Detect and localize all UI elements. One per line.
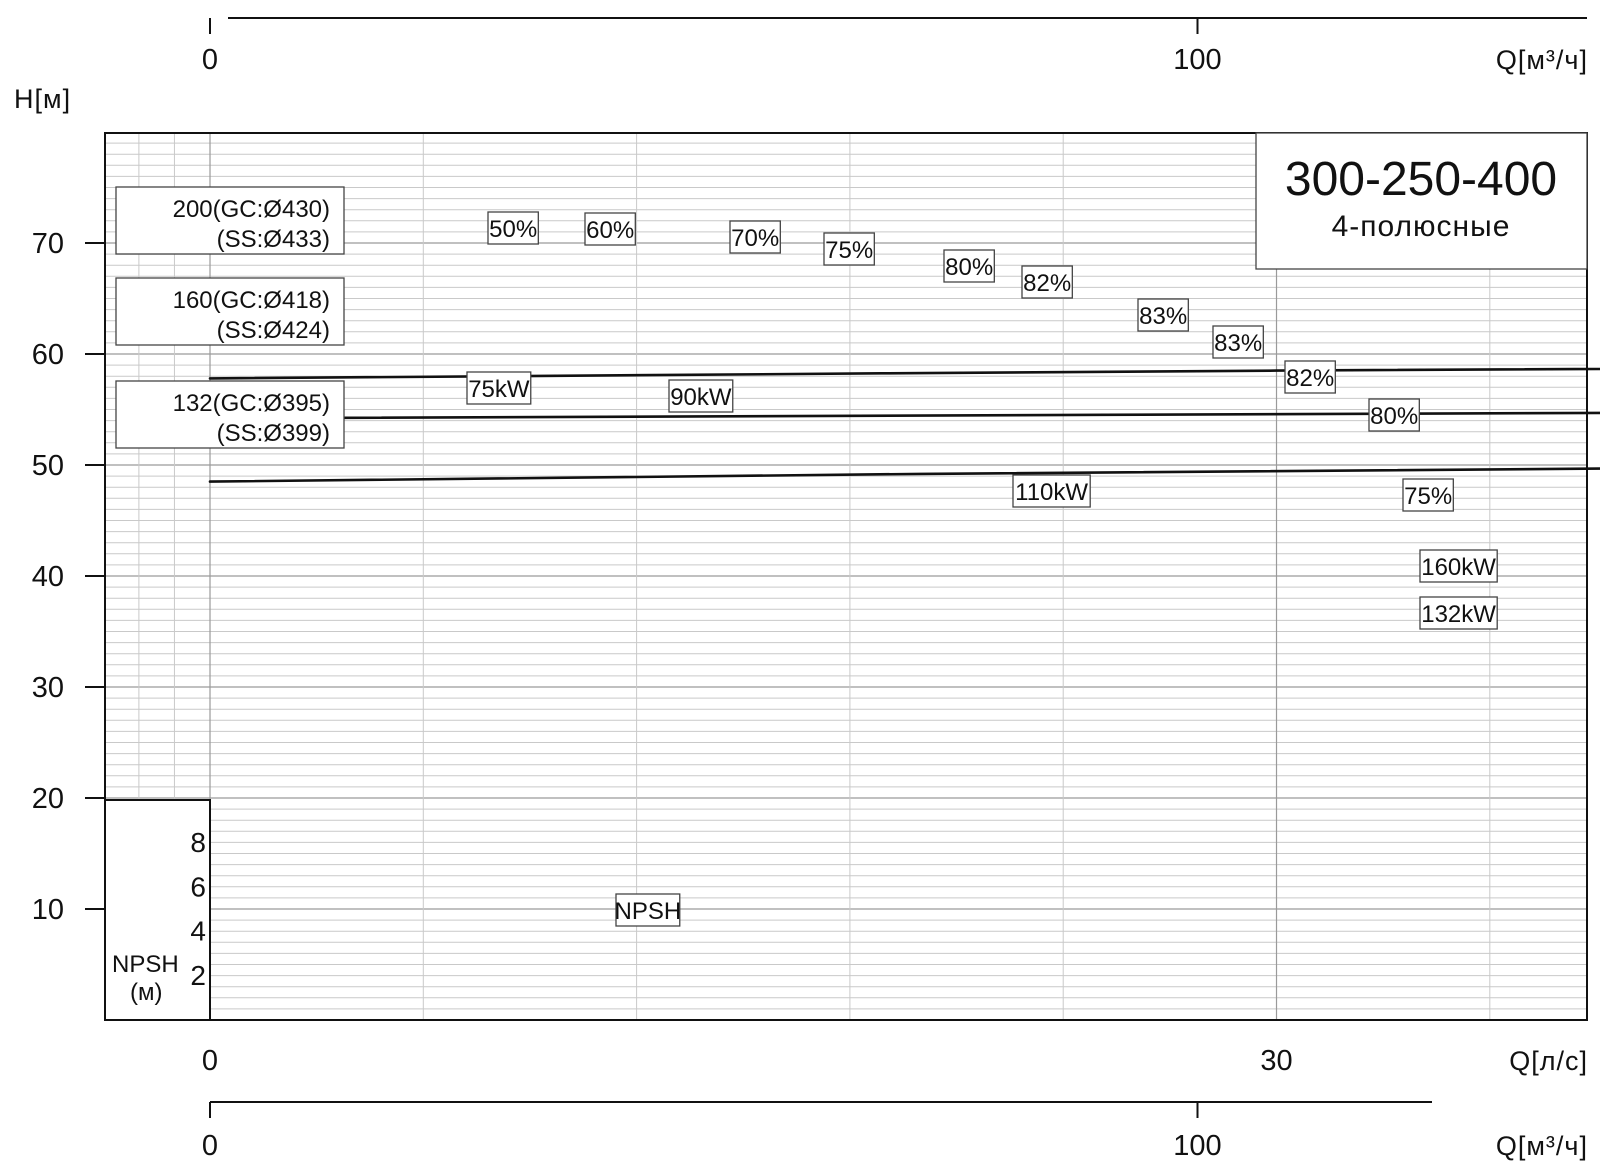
series-line-0 xyxy=(208,367,1600,380)
chart-frame xyxy=(104,132,1588,1021)
y-tick-label: 50 xyxy=(32,450,64,482)
efficiency-label-box xyxy=(1212,325,1264,359)
efficiency-label-box xyxy=(943,249,995,283)
chart-axes: 7060504030201086420306090120150180210240… xyxy=(32,17,1587,1162)
series-label-line2: (SS:Ø424) xyxy=(217,317,330,344)
power-label: 132kW xyxy=(1421,601,1496,628)
x-tick-label-ls: 30 xyxy=(1260,1045,1292,1077)
npsh-curve-label: NPSH xyxy=(615,898,682,925)
power-label: 90kW xyxy=(670,384,732,411)
power-label-box xyxy=(1012,474,1091,508)
efficiency-label: 75% xyxy=(825,237,873,264)
y-tick-label: 60 xyxy=(32,339,64,371)
efficiency-label-box xyxy=(1284,360,1336,394)
power-label: 160kW xyxy=(1421,554,1496,581)
series-label-line2: (SS:Ø433) xyxy=(217,226,330,253)
x-tick-label-bottom: 0 xyxy=(202,1130,218,1162)
efficiency-label: 60% xyxy=(586,217,634,244)
efficiency-label: 80% xyxy=(945,254,993,281)
efficiency-label: 82% xyxy=(1286,365,1334,392)
efficiency-label: 80% xyxy=(1370,403,1418,430)
series-label-box xyxy=(115,380,345,449)
efficiency-label: 50% xyxy=(489,216,537,243)
power-label: 110kW xyxy=(1015,479,1088,506)
x-tick-label-bottom: 100 xyxy=(1173,1130,1221,1162)
chart-subtitle: 4-полюсные xyxy=(1332,210,1511,243)
y-tick-label: 10 xyxy=(32,894,64,926)
power-label-box xyxy=(466,371,532,405)
power-label: 75kW xyxy=(468,376,530,403)
series-label-box xyxy=(115,186,345,255)
y-tick-label: 30 xyxy=(32,672,64,704)
npsh-axis-label: NPSH xyxy=(112,951,179,978)
efficiency-label: 70% xyxy=(731,225,779,252)
x-tick-label-top: 100 xyxy=(1173,44,1221,76)
npsh-tick-label: 4 xyxy=(190,916,206,947)
efficiency-label-box xyxy=(729,220,781,254)
efficiency-label-box xyxy=(823,232,875,266)
chart-title: 300-250-400 xyxy=(1285,153,1557,206)
y-tick-label: 20 xyxy=(32,783,64,815)
efficiency-label-box xyxy=(487,211,539,245)
efficiency-label: 82% xyxy=(1023,270,1071,297)
title-box: 300-250-400 4-полюсные xyxy=(1255,132,1588,270)
y-axis-label: H[м] xyxy=(14,84,71,114)
npsh-tick-label: 8 xyxy=(190,827,206,858)
series-label-box xyxy=(115,277,345,346)
efficiency-label-box xyxy=(1137,298,1189,332)
efficiency-label-box xyxy=(1402,478,1454,512)
x-tick-label-ls: 0 xyxy=(202,1045,218,1077)
chart-grid xyxy=(105,133,1587,1021)
y-tick-label: 40 xyxy=(32,561,64,593)
x-tick-label-top: 0 xyxy=(202,44,218,76)
y-tick-label: 70 xyxy=(32,228,64,260)
power-label-box xyxy=(668,379,734,413)
x-axis-label-bottom: Q[м³/ч] xyxy=(1496,1131,1588,1161)
efficiency-label-box xyxy=(1021,265,1073,299)
series-label-line1: 200(GC:Ø430) xyxy=(173,196,330,223)
efficiency-label: 75% xyxy=(1404,483,1452,510)
x-axis-label-top: Q[м³/ч] xyxy=(1496,45,1588,75)
chart-labels: 200(GC:Ø430) (SS:Ø433) 160(GC:Ø418) (SS:Ø42… xyxy=(115,186,1498,927)
npsh-tick-label: 2 xyxy=(190,960,206,991)
series-label-line2: (SS:Ø399) xyxy=(217,420,330,447)
x-axis-label-ls: Q[л/с] xyxy=(1509,1046,1588,1076)
efficiency-label: 83% xyxy=(1214,330,1262,357)
efficiency-label-box xyxy=(1368,398,1420,432)
series-label-line1: 132(GC:Ø395) xyxy=(173,390,330,417)
efficiency-label-box xyxy=(584,212,636,246)
efficiency-label: 83% xyxy=(1139,303,1187,330)
series-line-2 xyxy=(208,467,1600,483)
npsh-tick-label: 6 xyxy=(190,871,206,902)
npsh-curve-label-box xyxy=(615,893,681,927)
power-label-box xyxy=(1419,549,1498,583)
power-label-box xyxy=(1419,596,1498,630)
chart-curves xyxy=(208,367,1600,483)
npsh-axis-unit: (м) xyxy=(130,979,162,1006)
series-label-line1: 160(GC:Ø418) xyxy=(173,287,330,314)
